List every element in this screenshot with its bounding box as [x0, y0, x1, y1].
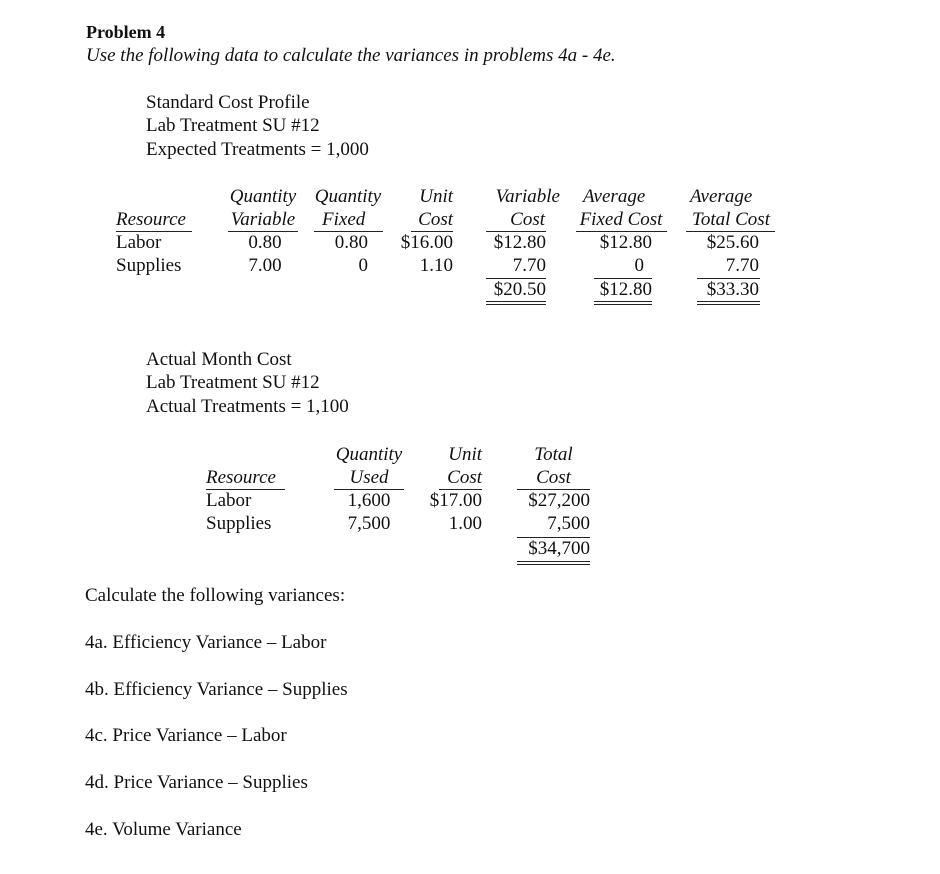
table-header: Cost — [536, 467, 571, 488]
standard-line: Standard Cost Profile — [146, 92, 310, 113]
table-cell: $17.00 — [429, 490, 482, 511]
table-cell: 1.00 — [448, 513, 482, 534]
table-cell: 7,500 — [347, 513, 391, 534]
question-item: 4e. Volume Variance — [85, 819, 242, 840]
table-header: Cost — [418, 209, 453, 230]
problem-title: Problem 4 — [86, 22, 166, 42]
table-header: Total Cost — [692, 209, 770, 230]
table-cell: $27,200 — [528, 490, 590, 511]
table-header: Quantity — [314, 186, 382, 207]
question-item: 4b. Efficiency Variance – Supplies — [85, 679, 348, 700]
question-item: 4a. Efficiency Variance – Labor — [85, 632, 327, 653]
table-header: Variable — [230, 209, 296, 230]
table-cell: 1,600 — [347, 490, 391, 511]
actual-line: Actual Month Cost — [146, 349, 292, 370]
question-item: 4d. Price Variance – Supplies — [85, 772, 308, 793]
questions-intro: Calculate the following variances: — [85, 585, 346, 606]
table-cell: Supplies — [116, 255, 182, 276]
table-cell: $12.80 — [599, 232, 652, 253]
table-header: Resource — [206, 467, 276, 488]
question-item: 4c. Price Variance – Labor — [85, 725, 287, 746]
table-header: Average — [690, 186, 753, 207]
table-header: Resource — [116, 209, 186, 230]
table-header: Used — [349, 467, 389, 488]
table-header: Total — [534, 444, 573, 465]
total-variable-cost: $20.50 — [493, 279, 546, 300]
actual-line: Lab Treatment SU #12 — [146, 372, 320, 393]
table-header: Fixed — [322, 209, 366, 230]
table-header: Quantity — [335, 444, 403, 465]
standard-line: Expected Treatments = 1,000 — [146, 139, 369, 160]
table-header: Quantity — [229, 186, 297, 207]
table-cell: 0 — [358, 255, 369, 276]
table-header: Cost — [510, 209, 545, 230]
table-cell: Labor — [206, 490, 252, 511]
table-cell: 0.80 — [334, 232, 368, 253]
total-average-fixed-cost: $12.80 — [599, 279, 652, 300]
standard-line: Lab Treatment SU #12 — [146, 115, 320, 136]
table-cell: 1.10 — [419, 255, 453, 276]
total-actual-cost: $34,700 — [528, 538, 590, 559]
actual-line: Actual Treatments = 1,100 — [146, 396, 349, 417]
table-cell: 7.00 — [248, 255, 282, 276]
table-header: Unit — [448, 444, 482, 465]
table-header: Unit — [419, 186, 453, 207]
table-cell: 7.70 — [512, 255, 546, 276]
problem-instruction: Use the following data to calculate the … — [86, 45, 616, 66]
table-header: Variable — [495, 186, 560, 207]
table-cell: 7.70 — [725, 255, 759, 276]
table-header: Cost — [447, 467, 482, 488]
table-cell: Labor — [116, 232, 162, 253]
table-cell: $12.80 — [493, 232, 546, 253]
table-cell: $25.60 — [706, 232, 759, 253]
table-cell: 0 — [634, 255, 645, 276]
table-header: Fixed Cost — [579, 209, 663, 230]
table-cell: 7,500 — [547, 513, 590, 534]
table-cell: $16.00 — [400, 232, 453, 253]
total-average-total-cost: $33.30 — [706, 279, 759, 300]
table-cell: 0.80 — [248, 232, 282, 253]
table-cell: Supplies — [206, 513, 272, 534]
table-header: Average — [583, 186, 646, 207]
